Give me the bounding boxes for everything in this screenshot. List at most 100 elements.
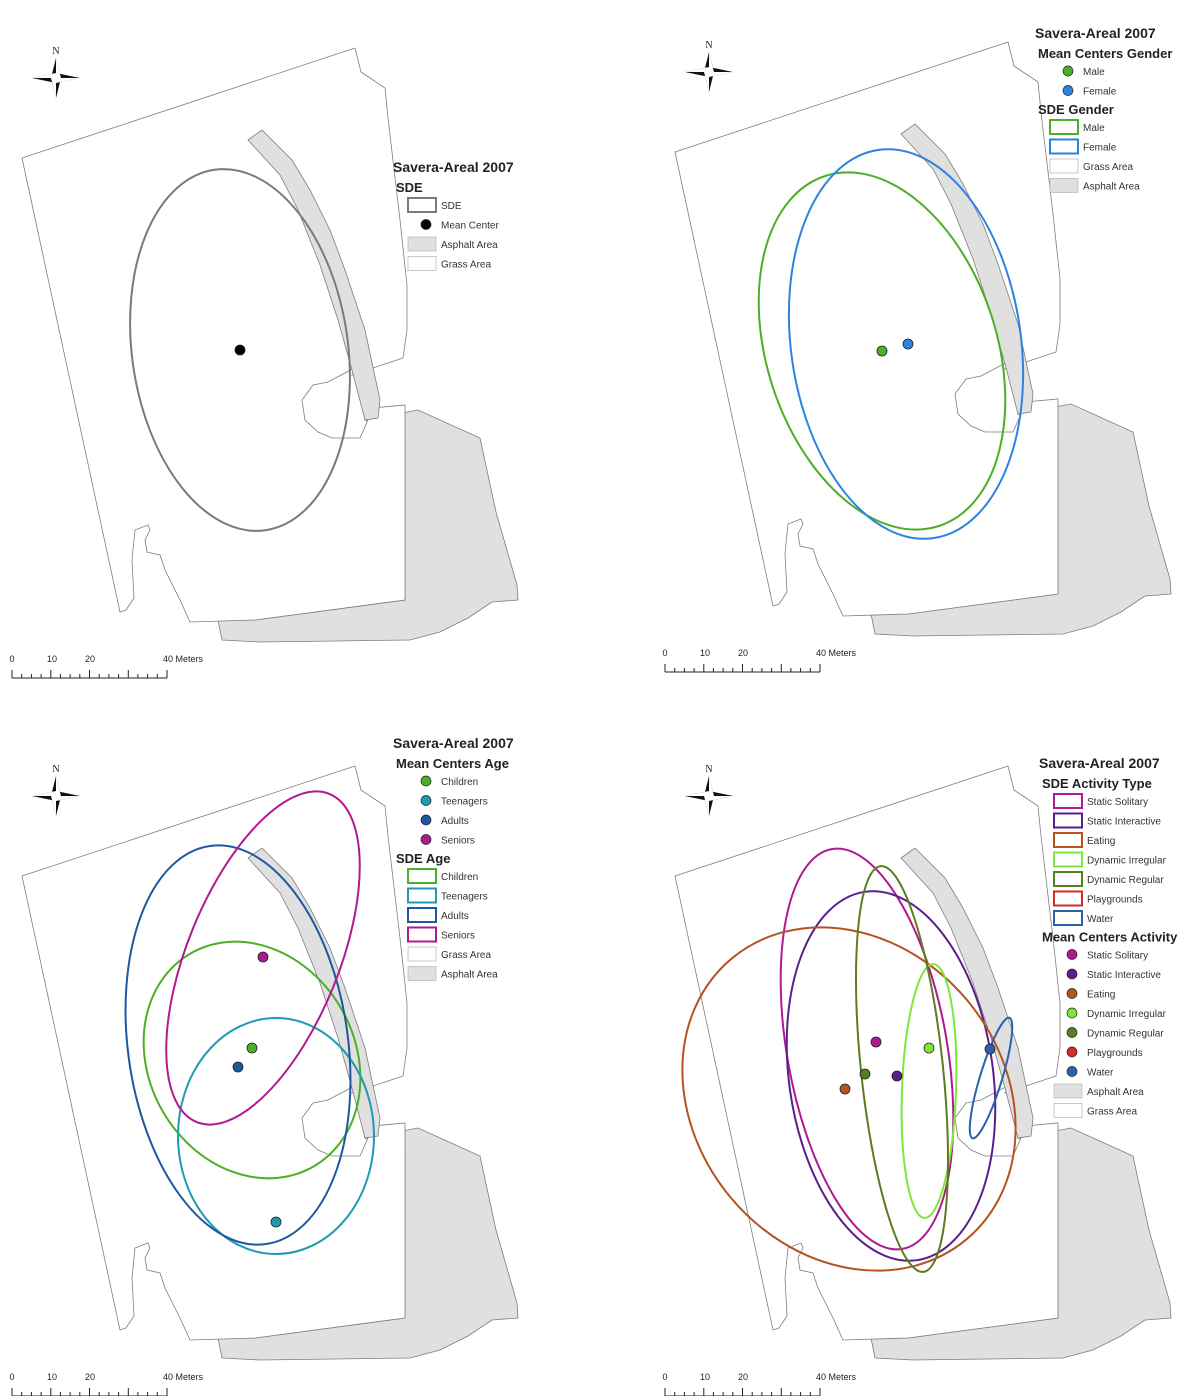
- legend-box-swatch: [1053, 812, 1083, 829]
- compass-highlight-e: [709, 72, 733, 77]
- legend-item-label: Female: [1083, 143, 1117, 154]
- compass-highlight-s: [51, 78, 56, 98]
- legend-dot-swatch: [420, 814, 432, 826]
- scale-bar: 0 10 20 40 Meters: [9, 654, 204, 679]
- legend-title: Savera-Areal 2007: [1039, 755, 1160, 771]
- mean-center-static-solitary: [870, 1036, 882, 1048]
- legend-dot-swatch: [1066, 988, 1078, 999]
- legend-dot-swatch: [420, 795, 432, 806]
- mean-center-static-interactive: [891, 1070, 903, 1082]
- legend-item-label: Eating: [1087, 836, 1115, 847]
- sde-ellipse-children: [142, 940, 362, 1180]
- legend-box-swatch: [1053, 1083, 1083, 1099]
- sde-ellipse-eating: [681, 926, 1017, 1272]
- sde-ellipse-static-interactive: [785, 890, 997, 1262]
- north-label: N: [705, 40, 712, 51]
- scale-label: 40 Meters: [163, 1372, 204, 1382]
- legend-box-swatch: [1053, 910, 1083, 926]
- legend-item-label: Water: [1087, 914, 1114, 925]
- scale-label: 10: [47, 654, 57, 664]
- north-arrow-icon: N: [685, 764, 733, 816]
- sde-ellipse-water: [968, 1016, 1014, 1140]
- legend-heading: Mean Centers Age: [396, 756, 509, 771]
- map-panel-4: N 0 10 20 40 Meters Savera-Areal 2007 SDE Acti…: [662, 755, 1178, 1396]
- sde-ellipse-adults: [124, 844, 352, 1246]
- legend-heading: SDE Gender: [1038, 102, 1114, 117]
- north-arrow-icon: N: [32, 46, 80, 98]
- scale-label: 20: [85, 654, 95, 664]
- legend-dot-swatch: [1066, 1027, 1078, 1038]
- map-panel-2: N 0 10 20 40 Meters Savera-Areal 2007 Mean Cen…: [662, 25, 1172, 673]
- mean-center-seniors: [257, 951, 269, 963]
- legend-item-label: Eating: [1087, 990, 1115, 1001]
- compass-highlight-w: [685, 791, 709, 796]
- legend-box-swatch: [1053, 871, 1083, 887]
- mean-center-adults: [232, 1061, 244, 1073]
- mean-center-eating: [839, 1083, 851, 1095]
- mean-center-water: [984, 1043, 996, 1055]
- scale-label: 40 Meters: [816, 1372, 857, 1382]
- legend-dot-swatch: [420, 219, 432, 230]
- sde-ellipse-male: [757, 171, 1007, 531]
- legend-item-label: Grass Area: [1083, 162, 1133, 173]
- map-panel-3: N 0 10 20 40 Meters Savera-Areal 2007 Mean Cen…: [9, 735, 519, 1396]
- compass-highlight-s: [704, 72, 709, 92]
- legend-item-label: Children: [441, 872, 478, 883]
- compass-highlight-w: [32, 791, 56, 796]
- compass-highlight-n: [709, 776, 714, 796]
- scale-label: 10: [700, 1372, 710, 1382]
- mean-center-children: [246, 1042, 258, 1054]
- legend-dot-swatch: [1066, 1066, 1078, 1077]
- scale-label: 20: [85, 1372, 95, 1382]
- scale-label: 40 Meters: [163, 654, 204, 664]
- mean-center-dynamic-regular: [859, 1068, 871, 1080]
- sde-ellipse-sde: [129, 168, 351, 532]
- legend: Savera-Areal 2007 Mean Centers Gender Male…: [1035, 25, 1172, 193]
- scale-label: 0: [662, 1372, 667, 1382]
- legend-dot-swatch: [420, 834, 432, 845]
- legend-dot-swatch: [1066, 1046, 1078, 1058]
- legend-box-swatch: [1049, 138, 1079, 155]
- asphalt-path: [900, 123, 1034, 415]
- legend-box-swatch: [407, 197, 437, 213]
- legend-title: Savera-Areal 2007: [1035, 25, 1156, 41]
- legend-item-label: Asphalt Area: [1083, 182, 1140, 193]
- legend-item-label: Playgrounds: [1087, 1048, 1143, 1059]
- scale-label: 10: [47, 1372, 57, 1382]
- asphalt-path: [900, 847, 1034, 1139]
- legend-item-label: Grass Area: [441, 950, 491, 961]
- legend-item-label: SDE: [441, 201, 462, 212]
- mean-center-teenagers: [270, 1216, 282, 1228]
- legend-item-label: Dynamic Irregular: [1087, 1009, 1167, 1020]
- legend-box-swatch: [1053, 851, 1083, 868]
- north-label: N: [705, 764, 712, 775]
- legend-item-label: Seniors: [441, 836, 475, 847]
- scale-bar: 0 10 20 40 Meters: [662, 1372, 857, 1396]
- scale-label: 10: [700, 648, 710, 658]
- legend-item-label: Mean Center: [441, 221, 499, 232]
- legend-box-swatch: [407, 256, 437, 271]
- legend-dot-swatch: [420, 775, 432, 787]
- legend-box-swatch: [407, 868, 437, 884]
- legend-box-swatch: [1053, 832, 1083, 848]
- compass-highlight-n: [56, 58, 61, 78]
- north-arrow-icon: N: [32, 764, 80, 816]
- legend-box-swatch: [407, 966, 437, 981]
- compass-highlight-w: [32, 73, 56, 78]
- legend-item-label: Static Solitary: [1087, 951, 1148, 962]
- map-panel-1: N 0 10 20 40 Meters Savera-Areal 2007 SDE SDE Me…: [9, 46, 519, 679]
- legend-box-swatch: [1049, 119, 1079, 135]
- legend-item-label: Grass Area: [1087, 1107, 1137, 1118]
- asphalt-path: [247, 847, 381, 1139]
- legend-box-swatch: [1053, 793, 1083, 809]
- scale-label: 20: [738, 648, 748, 658]
- legend-heading: SDE Activity Type: [1042, 776, 1152, 791]
- compass-highlight-n: [56, 776, 61, 796]
- north-label: N: [52, 46, 59, 57]
- legend-dot-swatch: [1066, 949, 1078, 960]
- mean-center-female: [902, 338, 914, 350]
- legend-item-label: Adults: [441, 911, 469, 922]
- legend-item-label: Adults: [441, 816, 469, 827]
- legend-item-label: Playgrounds: [1087, 895, 1143, 906]
